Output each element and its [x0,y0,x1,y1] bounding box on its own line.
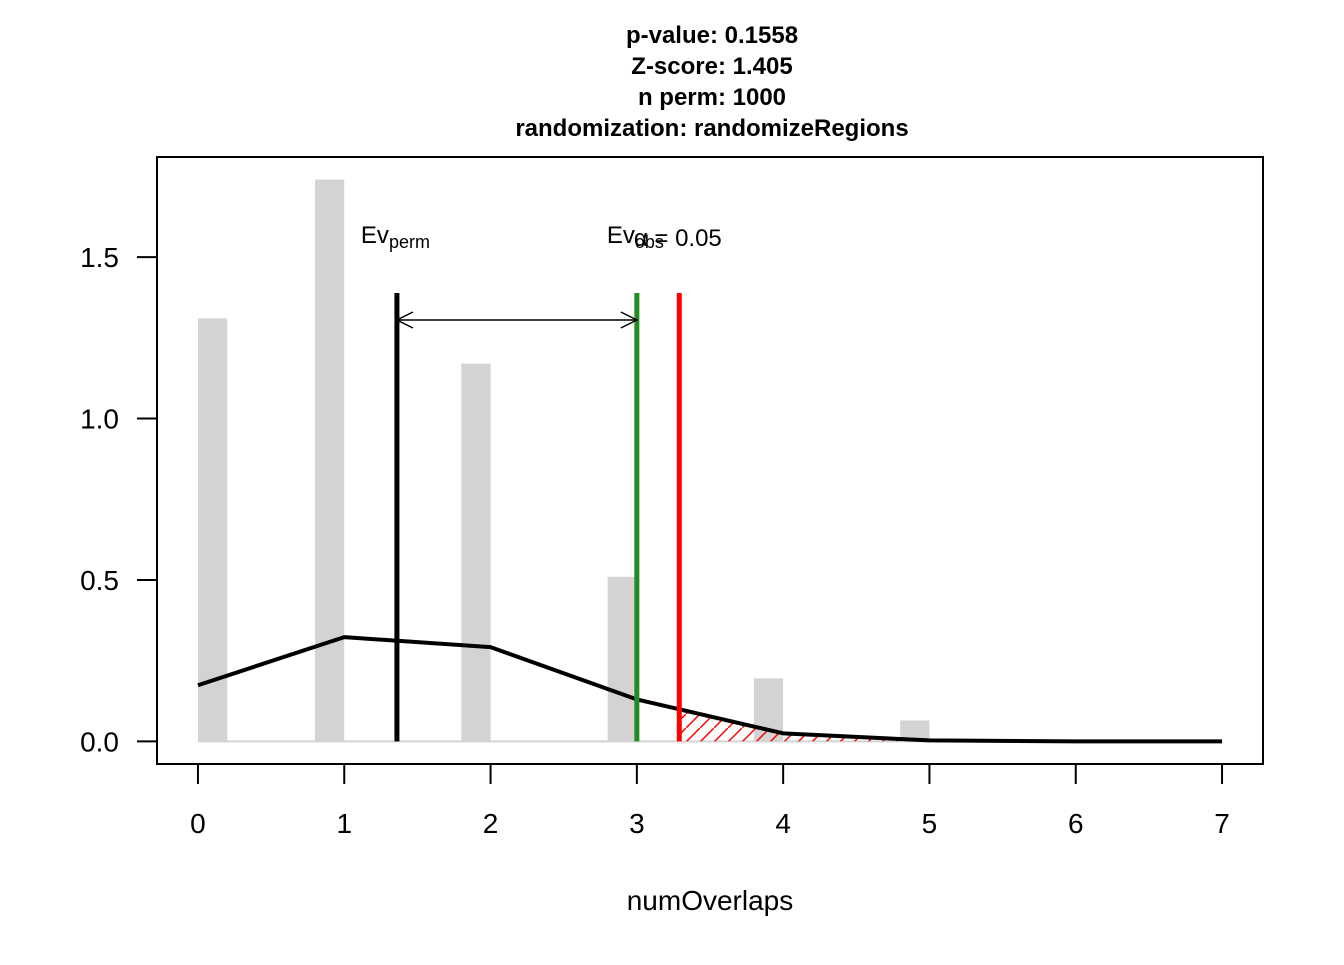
chart-title: Z-score: 1.405 [631,53,792,80]
x-axis-label: numOverlaps [627,885,794,916]
x-tick-label: 7 [1214,808,1230,839]
label-subscript: obs [635,232,664,252]
label-subscript: perm [389,232,430,252]
ev-perm-label: Evperm [361,222,430,252]
bar [315,179,345,742]
x-tick-label: 0 [190,808,206,839]
x-tick-label: 5 [922,808,938,839]
arrow-head [395,311,414,329]
x-tick-label: 4 [775,808,791,839]
alpha-label: α = 0.05 [634,225,722,252]
chart-title: p-value: 0.1558 [626,22,798,49]
chart-title: randomization: randomizeRegions [515,115,908,142]
x-tick-label: 1 [336,808,352,839]
x-tick-label: 3 [629,808,645,839]
x-tick-label: 2 [483,808,499,839]
y-tick-label: 0.5 [80,565,119,596]
density-line [197,635,1223,744]
y-tick-label: 0.0 [80,726,119,757]
bar [900,720,930,742]
bar [461,363,491,742]
chart-title: n perm: 1000 [638,84,786,111]
bar [607,576,637,742]
arrow-head [620,311,639,329]
ev-obs-label: Evobs [607,222,664,252]
x-tick-label: 6 [1068,808,1084,839]
y-tick-label: 1.5 [80,242,119,273]
y-tick-label: 1.0 [80,404,119,435]
bar [197,318,228,742]
label-main: Ev [607,222,635,249]
alpha-tail-hatch [679,637,1223,742]
label-main: Ev [361,222,389,249]
